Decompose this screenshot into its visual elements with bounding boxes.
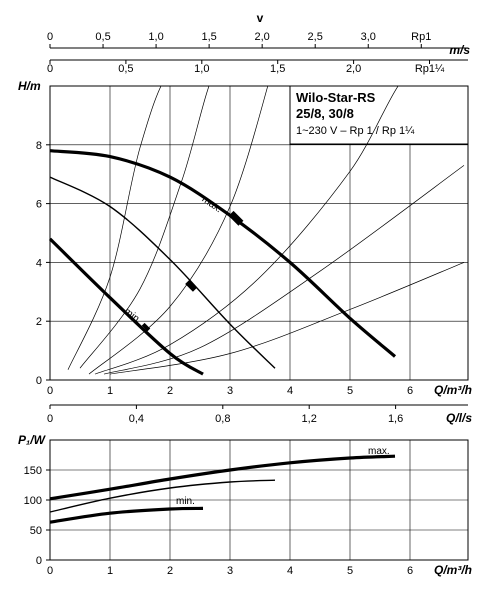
system-curve-1 — [67, 86, 162, 370]
velocity-scale-1-tick-label: 1,5 — [201, 31, 216, 43]
velocity-scale-2-tick-label: 0 — [47, 63, 53, 75]
head-x-tick-label: 3 — [227, 385, 233, 397]
power-curve-2 — [49, 479, 276, 513]
velocity-scale-2-tick-label: 1,5 — [270, 63, 285, 75]
head-curve-3 — [48, 237, 204, 376]
curves — [48, 86, 465, 524]
power-x-axis-label: Q/m³/h — [434, 563, 472, 577]
velocity-scale-1-tick-label: 3,0 — [361, 31, 376, 43]
head-curve-min-label: min. — [122, 306, 144, 326]
system-curve-3 — [88, 86, 269, 375]
system-curve-6 — [109, 262, 465, 375]
head-x-tick-label: 0 — [47, 385, 53, 397]
velocity-scale-1-tick-label: 0,5 — [95, 31, 110, 43]
head-x-tick-label: 5 — [347, 385, 353, 397]
power-x-tick-label: 2 — [167, 565, 173, 577]
velocity-scale-1-tick-label: 2,5 — [308, 31, 323, 43]
head-x-tick-label: 2 — [167, 385, 173, 397]
head-y-tick-label: 6 — [36, 199, 42, 211]
velocity-scale-1-tick-label: 0 — [47, 31, 53, 43]
power-x-tick-label: 0 — [47, 565, 53, 577]
power-curve-max-label: max. — [368, 446, 390, 457]
power-y-tick-label: 50 — [30, 525, 42, 537]
power-x-tick-label: 3 — [227, 565, 233, 577]
flow-ls-tick-label: 0,4 — [129, 413, 144, 425]
system-curve-2 — [79, 86, 210, 369]
velocity-scale-2-tick-label: 2,0 — [346, 63, 361, 75]
head-y-axis-label: H/m — [18, 79, 41, 93]
power-y-tick-label: 150 — [24, 465, 42, 477]
speed-marker-1 — [228, 210, 244, 226]
head-y-tick-label: 0 — [36, 375, 42, 387]
head-plot-frame — [49, 85, 469, 381]
system-curve-5 — [103, 165, 465, 375]
system-curve-4 — [94, 86, 399, 375]
power-curve-1 — [49, 454, 396, 501]
velocity-scale-2-tick-label: 0,5 — [118, 63, 133, 75]
power-y-tick-label: 100 — [24, 495, 42, 507]
title-box — [289, 85, 469, 145]
chart-subtitle-supply: 1~230 V – Rp 1 / Rp 1¼ — [296, 125, 415, 137]
power-x-tick-label: 6 — [407, 565, 413, 577]
velocity-scale-2-tick-label: Rp1¼ — [415, 63, 445, 75]
head-y-tick-label: 8 — [36, 140, 42, 152]
power-curve-3 — [49, 506, 204, 524]
head-x-tick-label: 6 — [407, 385, 413, 397]
velocity-unit-label: m/s — [449, 43, 470, 57]
flow-ls-tick-label: 1,6 — [388, 413, 403, 425]
chart-subtitle-models: 25/8, 30/8 — [296, 106, 354, 121]
head-x-tick-label: 1 — [107, 385, 113, 397]
power-x-tick-label: 4 — [287, 565, 293, 577]
power-curve-min-label: min. — [176, 496, 195, 507]
flow-ls-tick-label: 0 — [47, 413, 53, 425]
power-x-tick-label: 5 — [347, 565, 353, 577]
flow-ls-tick-label: 0,8 — [215, 413, 230, 425]
chart-title: Wilo-Star-RS — [296, 90, 376, 105]
labels: 0 0,5 1,0 1,5 2,0 2,5 3,0 Rp1 v m/s 0 0,5 1,0 1,5 2,0 R… — [18, 11, 472, 577]
velocity-scale-1-tick-label: Rp1 — [411, 31, 431, 43]
axes — [46, 44, 469, 561]
flow-ls-tick-label: 1,2 — [302, 413, 317, 425]
head-curve-1 — [49, 149, 397, 358]
velocity-scale-1-tick-label: 2,0 — [255, 31, 270, 43]
power-x-tick-label: 1 — [107, 565, 113, 577]
head-x-axis-label: Q/m³/h — [434, 383, 472, 397]
head-curve-max-label: max. — [200, 194, 224, 215]
speed-marker-2 — [185, 280, 197, 292]
power-y-tick-label: 0 — [36, 555, 42, 567]
head-y-tick-label: 4 — [36, 257, 42, 269]
velocity-scale-label: v — [257, 11, 264, 25]
velocity-scale-2-tick-label: 1,0 — [194, 63, 209, 75]
head-curve-2 — [49, 176, 276, 369]
velocity-scale-1-tick-label: 1,0 — [148, 31, 163, 43]
speed-marker-3 — [141, 322, 151, 332]
head-x-tick-label: 4 — [287, 385, 293, 397]
flow-ls-axis-label: Q/l/s — [446, 411, 472, 425]
head-y-tick-label: 2 — [36, 316, 42, 328]
power-y-axis-label: P₁/W — [18, 433, 47, 447]
